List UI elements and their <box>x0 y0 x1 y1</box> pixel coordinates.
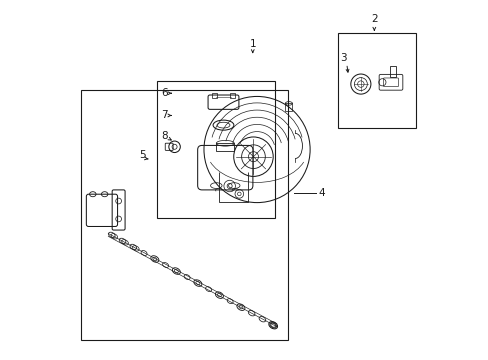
Bar <box>285 103 292 111</box>
Text: 1: 1 <box>249 39 256 49</box>
Text: 5: 5 <box>139 150 145 160</box>
Bar <box>216 143 234 151</box>
Text: 8: 8 <box>161 131 168 141</box>
Text: 3: 3 <box>339 53 346 63</box>
Text: 2: 2 <box>370 14 377 24</box>
Bar <box>81 90 287 339</box>
Bar <box>156 81 274 218</box>
Bar <box>389 66 395 77</box>
Bar <box>338 33 415 128</box>
Text: 6: 6 <box>161 88 168 98</box>
Bar <box>230 93 234 98</box>
Text: 7: 7 <box>161 111 168 121</box>
Text: 4: 4 <box>317 188 324 198</box>
Bar <box>212 93 216 98</box>
